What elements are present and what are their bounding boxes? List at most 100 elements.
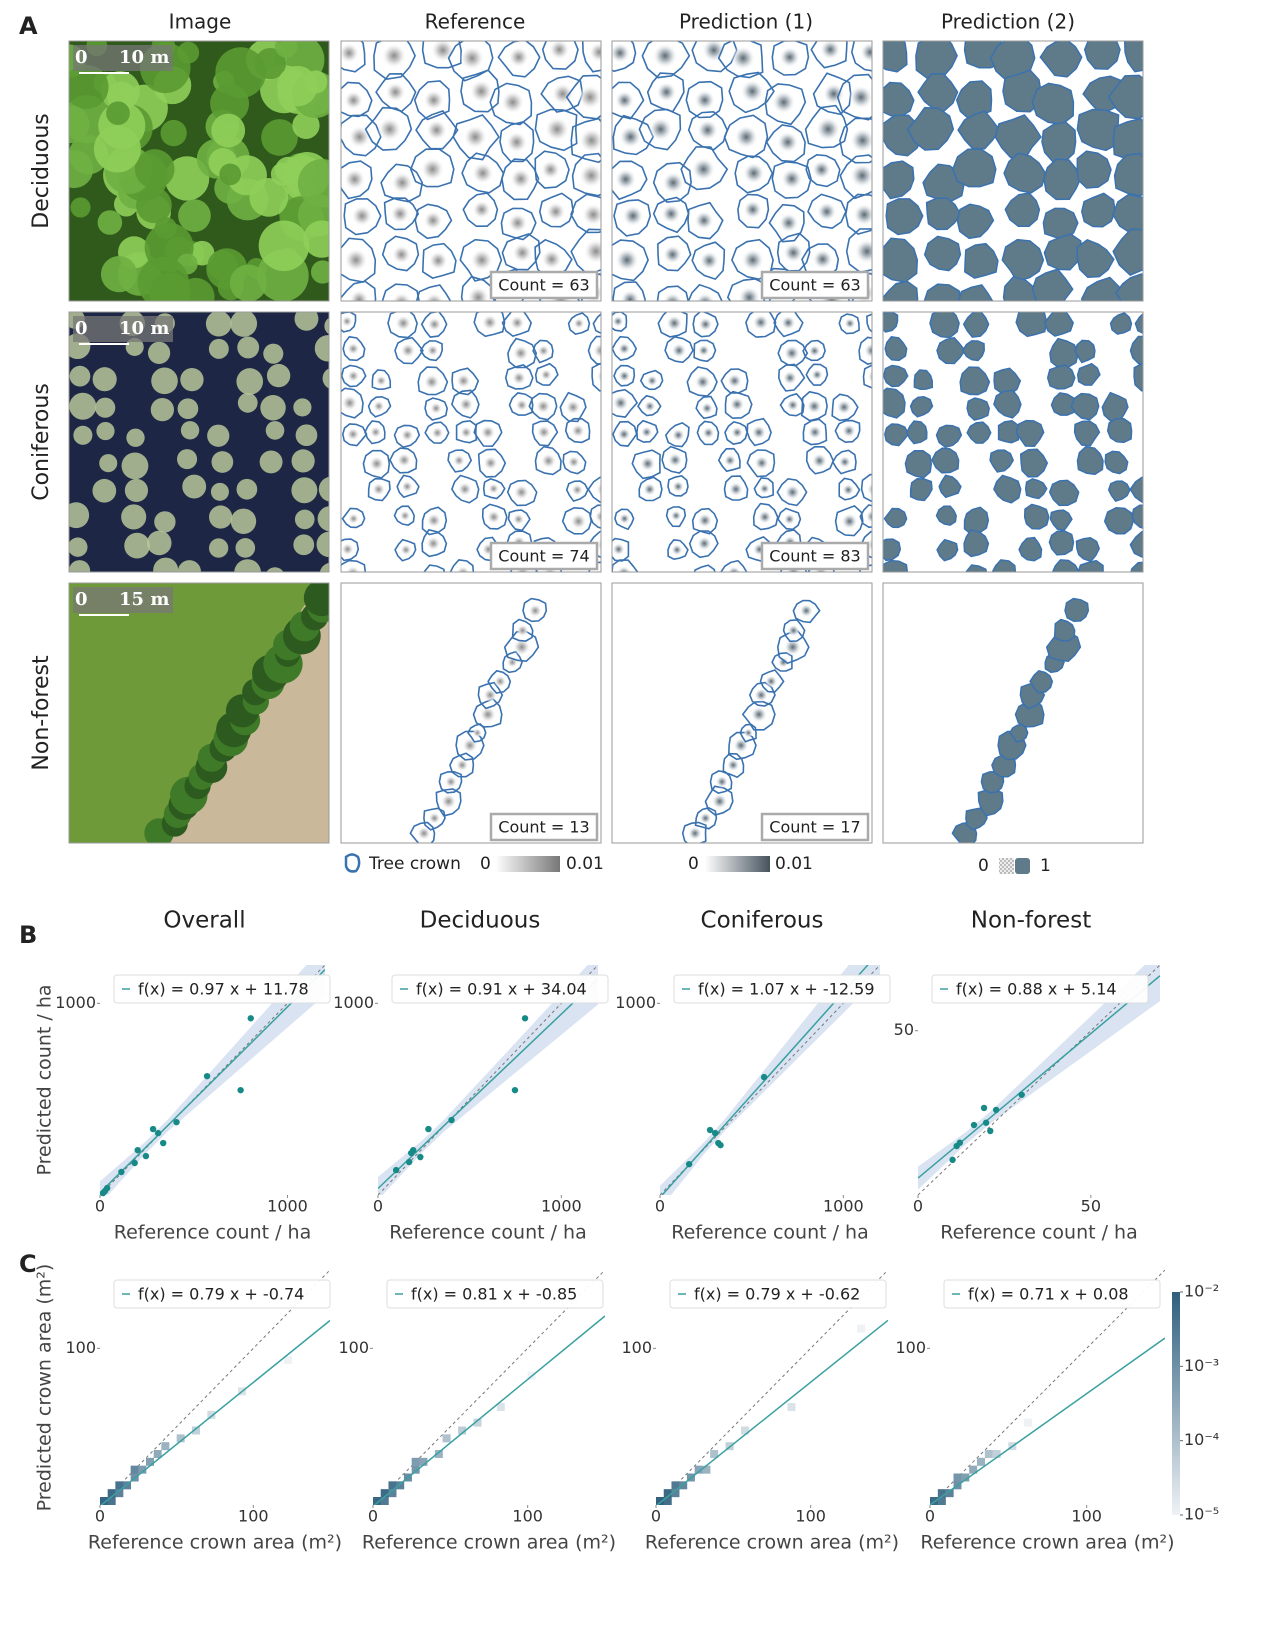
- tree: [68, 537, 87, 556]
- crown-density: [369, 456, 385, 472]
- crown-density: [615, 168, 637, 190]
- x-axis-label: Reference count / ha: [671, 1222, 869, 1244]
- crown-density: [391, 292, 411, 312]
- tree: [98, 210, 123, 235]
- crown-density: [653, 43, 678, 68]
- tree: [304, 70, 327, 93]
- crown-density: [617, 427, 630, 440]
- crown-density: [867, 481, 883, 497]
- x-axis-label: Reference crown area (m²): [920, 1532, 1174, 1554]
- crown-density: [613, 395, 629, 411]
- crown-density: [867, 537, 883, 553]
- y-axis-label: Predicted count / ha: [34, 984, 56, 1175]
- crown-density: [453, 454, 465, 466]
- legend-checker: [999, 858, 1014, 874]
- crown-density: [460, 46, 485, 71]
- legend-min: 0: [688, 854, 699, 874]
- y-tick-label: 100: [65, 1338, 96, 1357]
- scale-start: 0: [75, 47, 88, 68]
- crown-density: [615, 248, 639, 272]
- crown-density: [375, 375, 386, 386]
- crown-density: [370, 426, 382, 438]
- legend-label: Tree crown: [368, 854, 461, 874]
- crown-density: [816, 117, 841, 142]
- crown-density: [462, 738, 477, 753]
- legend-label: f(x) = 0.79 x + -0.62: [694, 1285, 860, 1304]
- crown-density: [470, 80, 493, 103]
- tree: [121, 504, 146, 529]
- crown-density: [758, 510, 772, 524]
- crown-density: [799, 604, 813, 618]
- crown-density: [695, 293, 715, 313]
- aerial-image: [52, 35, 347, 316]
- crown-density: [424, 293, 444, 313]
- tree: [320, 563, 342, 585]
- tree: [275, 35, 297, 57]
- x-tick-label: 0: [655, 1197, 665, 1216]
- crown-density: [808, 345, 820, 357]
- tree: [136, 187, 172, 223]
- crown-density: [430, 402, 442, 414]
- point: [1019, 1092, 1025, 1098]
- crown-density: [817, 202, 837, 222]
- tree: [209, 339, 229, 359]
- tree: [93, 367, 117, 391]
- x-tick-label: 0: [925, 1507, 935, 1526]
- crown-density: [431, 38, 455, 62]
- crown-density: [537, 425, 551, 439]
- crown-density: [483, 455, 498, 470]
- crown-fill: [1085, 30, 1120, 69]
- crown-density: [643, 483, 656, 496]
- crown-density: [508, 213, 528, 233]
- tree: [260, 450, 283, 473]
- point: [143, 1153, 149, 1159]
- crown-density: [516, 624, 528, 636]
- plot-area: [660, 926, 880, 1209]
- crown-density: [734, 125, 758, 149]
- crown-density: [743, 162, 765, 184]
- tree: [138, 257, 189, 308]
- crown-density: [619, 126, 642, 149]
- crown-density: [347, 370, 360, 383]
- x-tick-label: 100: [512, 1507, 543, 1526]
- crown-density: [672, 481, 684, 493]
- tree: [260, 395, 285, 420]
- crown-density: [513, 513, 525, 525]
- point: [983, 1120, 989, 1126]
- crown-density: [565, 400, 580, 415]
- crown-density: [807, 399, 822, 414]
- crown-density: [400, 544, 412, 556]
- tree: [148, 342, 170, 364]
- image-bg: [69, 312, 329, 572]
- hist-cell: [702, 1466, 710, 1474]
- tree: [315, 335, 341, 361]
- crown-density: [483, 688, 497, 702]
- x-axis-label: Reference crown area (m²): [645, 1532, 899, 1554]
- tree: [293, 398, 311, 416]
- crown-density: [431, 427, 444, 440]
- crown-density: [644, 400, 656, 412]
- crown-density: [382, 43, 407, 68]
- map-bg: [341, 583, 601, 843]
- crown-density: [473, 728, 483, 738]
- tree: [63, 502, 89, 528]
- x-axis-label: Reference count / ha: [114, 1222, 312, 1244]
- tree: [122, 452, 149, 479]
- crown-density: [596, 537, 612, 553]
- crown-density: [541, 453, 557, 469]
- crown-density: [612, 316, 623, 327]
- point: [712, 1130, 718, 1136]
- crown-density: [784, 513, 796, 525]
- crown-density: [783, 371, 798, 386]
- tree: [55, 150, 93, 188]
- x-axis-label: Reference crown area (m²): [362, 1532, 616, 1554]
- tree: [211, 451, 233, 473]
- crown-density: [540, 369, 552, 381]
- crown-density: [779, 213, 799, 233]
- tree: [126, 429, 144, 447]
- y-tick-label: 1000: [333, 993, 374, 1012]
- panel-label: A: [19, 12, 38, 40]
- tree: [96, 422, 114, 440]
- legend-label: f(x) = 0.71 x + 0.08: [968, 1285, 1129, 1304]
- crown-density: [459, 397, 474, 412]
